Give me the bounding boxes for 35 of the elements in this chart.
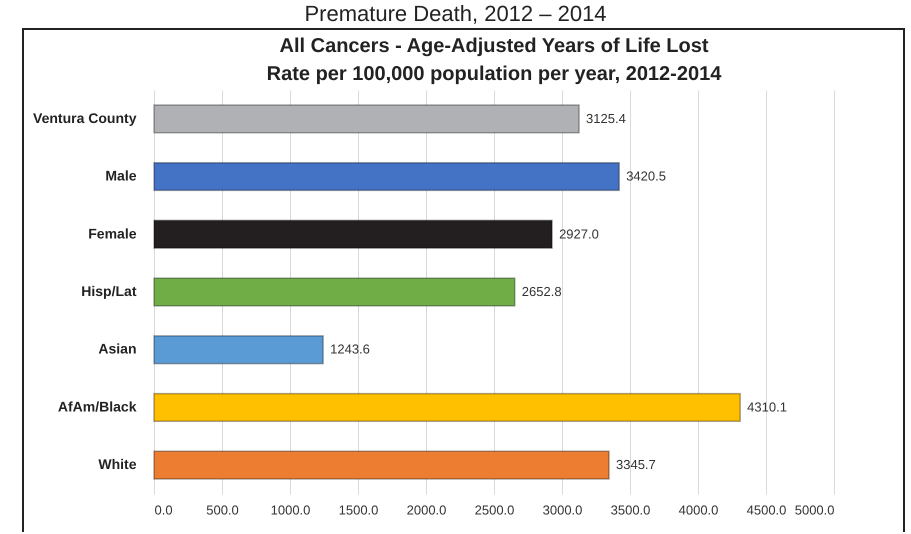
chart-title: All Cancers - Age-Adjusted Years of Life Lost [280, 35, 709, 57]
bar [153, 277, 516, 307]
x-tick-label: 0.0 [154, 502, 173, 518]
y-tick-label: White [98, 456, 137, 472]
text: Premature Death, 2012 – 2014 [303, 0, 608, 28]
x-tick-label: 1500.0 [338, 502, 378, 518]
data-label: 4310.1 [747, 399, 787, 414]
x-tick-label: 5000.0 [794, 502, 834, 518]
y-tick-label: AfAm/Black [58, 398, 137, 414]
bar [153, 104, 580, 134]
x-tick-label: 3500.0 [610, 502, 650, 518]
x-tick-label: 1000.0 [270, 502, 310, 518]
bar [153, 450, 610, 480]
x-tick-label: 500.0 [206, 502, 239, 518]
data-label: 2652.8 [522, 284, 562, 299]
bar [153, 335, 324, 364]
y-tick-label: Hisp/Lat [81, 283, 137, 299]
data-label: 3420.5 [626, 168, 666, 184]
bar [153, 220, 553, 249]
chart-subtitle: Rate per 100,000 population per year, 2012-2014 [266, 63, 722, 85]
data-label: 3345.7 [616, 457, 656, 472]
data-label: 2927.0 [559, 226, 599, 242]
y-tick-label: Ventura County [33, 110, 137, 126]
bar [153, 162, 620, 192]
data-label: 3125.4 [586, 110, 626, 126]
y-tick-label: Male [105, 168, 137, 184]
bar [153, 392, 741, 422]
x-tick-label: 4500.0 [746, 502, 786, 518]
x-tick-label: 2000.0 [406, 502, 446, 518]
x-tick-label: 4000.0 [678, 502, 718, 518]
x-tick-label: 3000.0 [542, 502, 582, 518]
y-tick-label: Asian [98, 340, 136, 357]
x-tick-label: 2500.0 [474, 502, 514, 518]
y-tick-label: Female [88, 225, 137, 242]
data-label: 1243.6 [330, 342, 370, 357]
